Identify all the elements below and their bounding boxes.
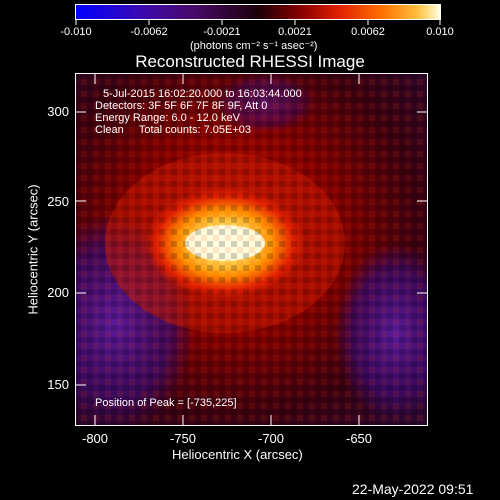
- y-tick-label: 300: [47, 104, 69, 119]
- x-axis-title: Heliocentric X (arcsec): [172, 447, 303, 462]
- x-tick-label: -800: [81, 431, 109, 446]
- peak-position-label: Position of Peak = [-735,225]: [95, 397, 237, 409]
- image-title: Reconstructed RHESSI Image: [135, 52, 365, 71]
- info-counts: Clean Total counts: 7.05E+03: [95, 124, 252, 136]
- timestamp: 22-May-2022 09:51: [352, 481, 474, 497]
- colorbar-tick-label: -0.010: [60, 26, 92, 38]
- x-tick-label: -700: [257, 431, 285, 446]
- x-tick-label: -750: [169, 431, 197, 446]
- y-tick-label: 150: [47, 377, 69, 392]
- colorbar-tick-label: 0.0062: [351, 26, 385, 38]
- y-tick-label: 250: [47, 194, 69, 209]
- info-time-range: 5-Jul-2015 16:02:20.000 to 16:03:44.000: [103, 88, 302, 100]
- x-tick-label: -650: [345, 431, 373, 446]
- colorbar: [75, 4, 441, 20]
- info-detectors: Detectors: 3F 5F 6F 7F 8F 9F, Att 0: [95, 100, 268, 112]
- solar-image-panel: [75, 73, 427, 425]
- y-tick-label: 200: [47, 285, 69, 300]
- colorbar-tick-label: 0.010: [426, 26, 454, 38]
- colorbar-units-label: (photons cm⁻² s⁻¹ asec⁻²): [190, 40, 318, 52]
- colorbar-tick-label: -0.0062: [130, 26, 168, 38]
- info-energy-range: Energy Range: 6.0 - 12.0 keV: [95, 112, 240, 124]
- flare-image: [75, 73, 427, 425]
- y-axis-title: Heliocentric Y (arcsec): [25, 184, 41, 315]
- colorbar-tick-label: 0.0021: [278, 26, 312, 38]
- colorbar-ticks: [75, 20, 441, 25]
- colorbar-tick-label: -0.0021: [203, 26, 241, 38]
